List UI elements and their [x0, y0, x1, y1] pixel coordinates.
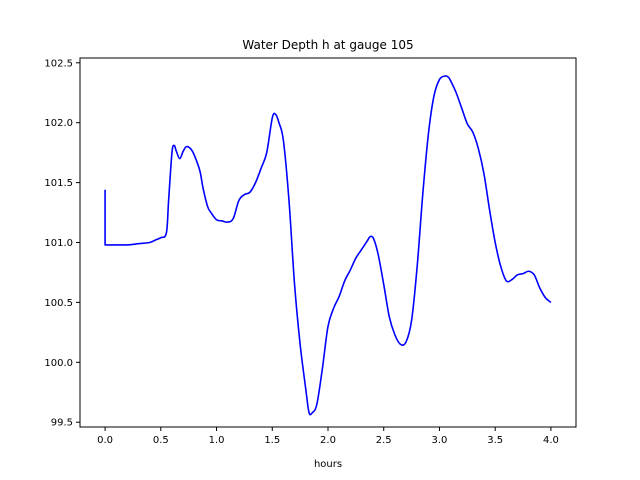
plot-area	[104, 75, 552, 416]
y-tick-label: 102.0	[44, 118, 73, 129]
x-axis-label: hours	[314, 459, 342, 470]
x-tick-label: 2.0	[320, 435, 336, 446]
x-axis: 0.0 0.5 1.0 1.5 2.0 2.5 3.0 3.5 4.0	[97, 427, 559, 446]
y-tick-label: 102.5	[44, 58, 73, 69]
x-tick-label: 3.5	[487, 435, 503, 446]
y-tick-label: 101.0	[44, 238, 73, 249]
y-tick-label: 100.5	[44, 298, 73, 309]
x-tick-label: 0.0	[97, 435, 113, 446]
series-line	[104, 75, 552, 416]
x-tick-label: 2.5	[376, 435, 392, 446]
y-tick-label: 99.5	[51, 418, 73, 429]
x-tick-label: 1.5	[264, 435, 280, 446]
x-tick-label: 4.0	[543, 435, 559, 446]
x-tick-label: 0.5	[153, 435, 169, 446]
x-tick-label: 1.0	[209, 435, 225, 446]
axes-frame	[79, 57, 577, 428]
x-tick-label: 3.0	[432, 435, 448, 446]
y-tick-label: 101.5	[44, 178, 73, 189]
y-tick-label: 100.0	[44, 358, 73, 369]
chart-title: Water Depth h at gauge 105	[242, 38, 413, 52]
y-axis: 99.5 100.0 100.5 101.0 101.5 102.0 102.5	[44, 58, 80, 429]
